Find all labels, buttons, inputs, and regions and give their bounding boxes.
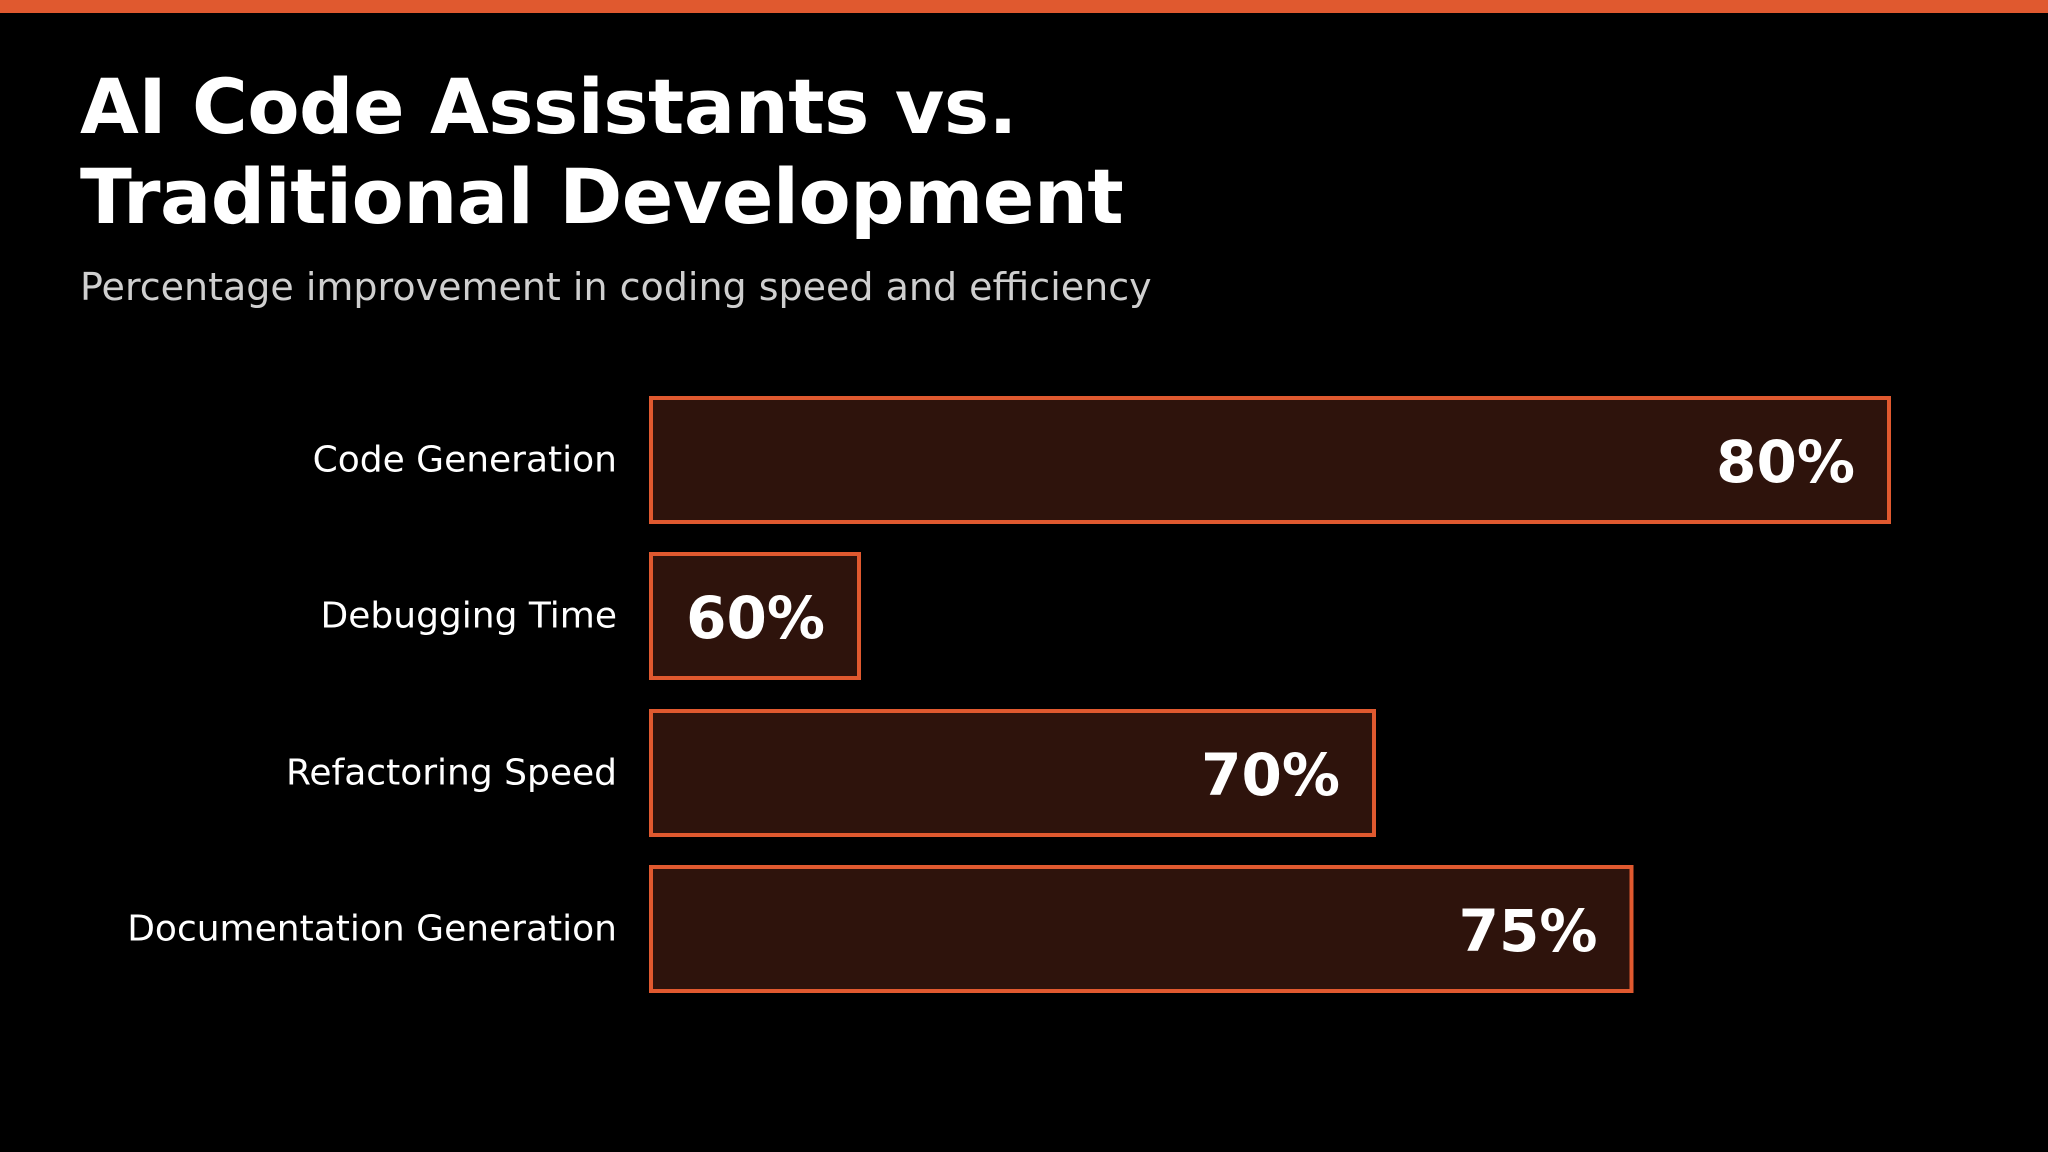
category-label: Refactoring Speed — [286, 753, 617, 794]
bar — [649, 865, 1634, 993]
slide-title: AI Code Assistants vs. Traditional Devel… — [80, 62, 1124, 241]
slide-subtitle: Percentage improvement in coding speed a… — [80, 265, 1152, 309]
category-label: Documentation Generation — [127, 909, 617, 950]
category-label: Code Generation — [313, 440, 617, 481]
data-label: 80% — [1716, 428, 1855, 496]
bar — [649, 396, 1891, 524]
bar — [649, 709, 1376, 837]
category-label: Debugging Time — [321, 596, 617, 637]
bar — [649, 552, 861, 680]
data-label: 60% — [686, 584, 825, 652]
top-accent-bar — [0, 0, 2048, 13]
data-label: 75% — [1459, 897, 1598, 965]
data-label: 70% — [1201, 741, 1340, 809]
